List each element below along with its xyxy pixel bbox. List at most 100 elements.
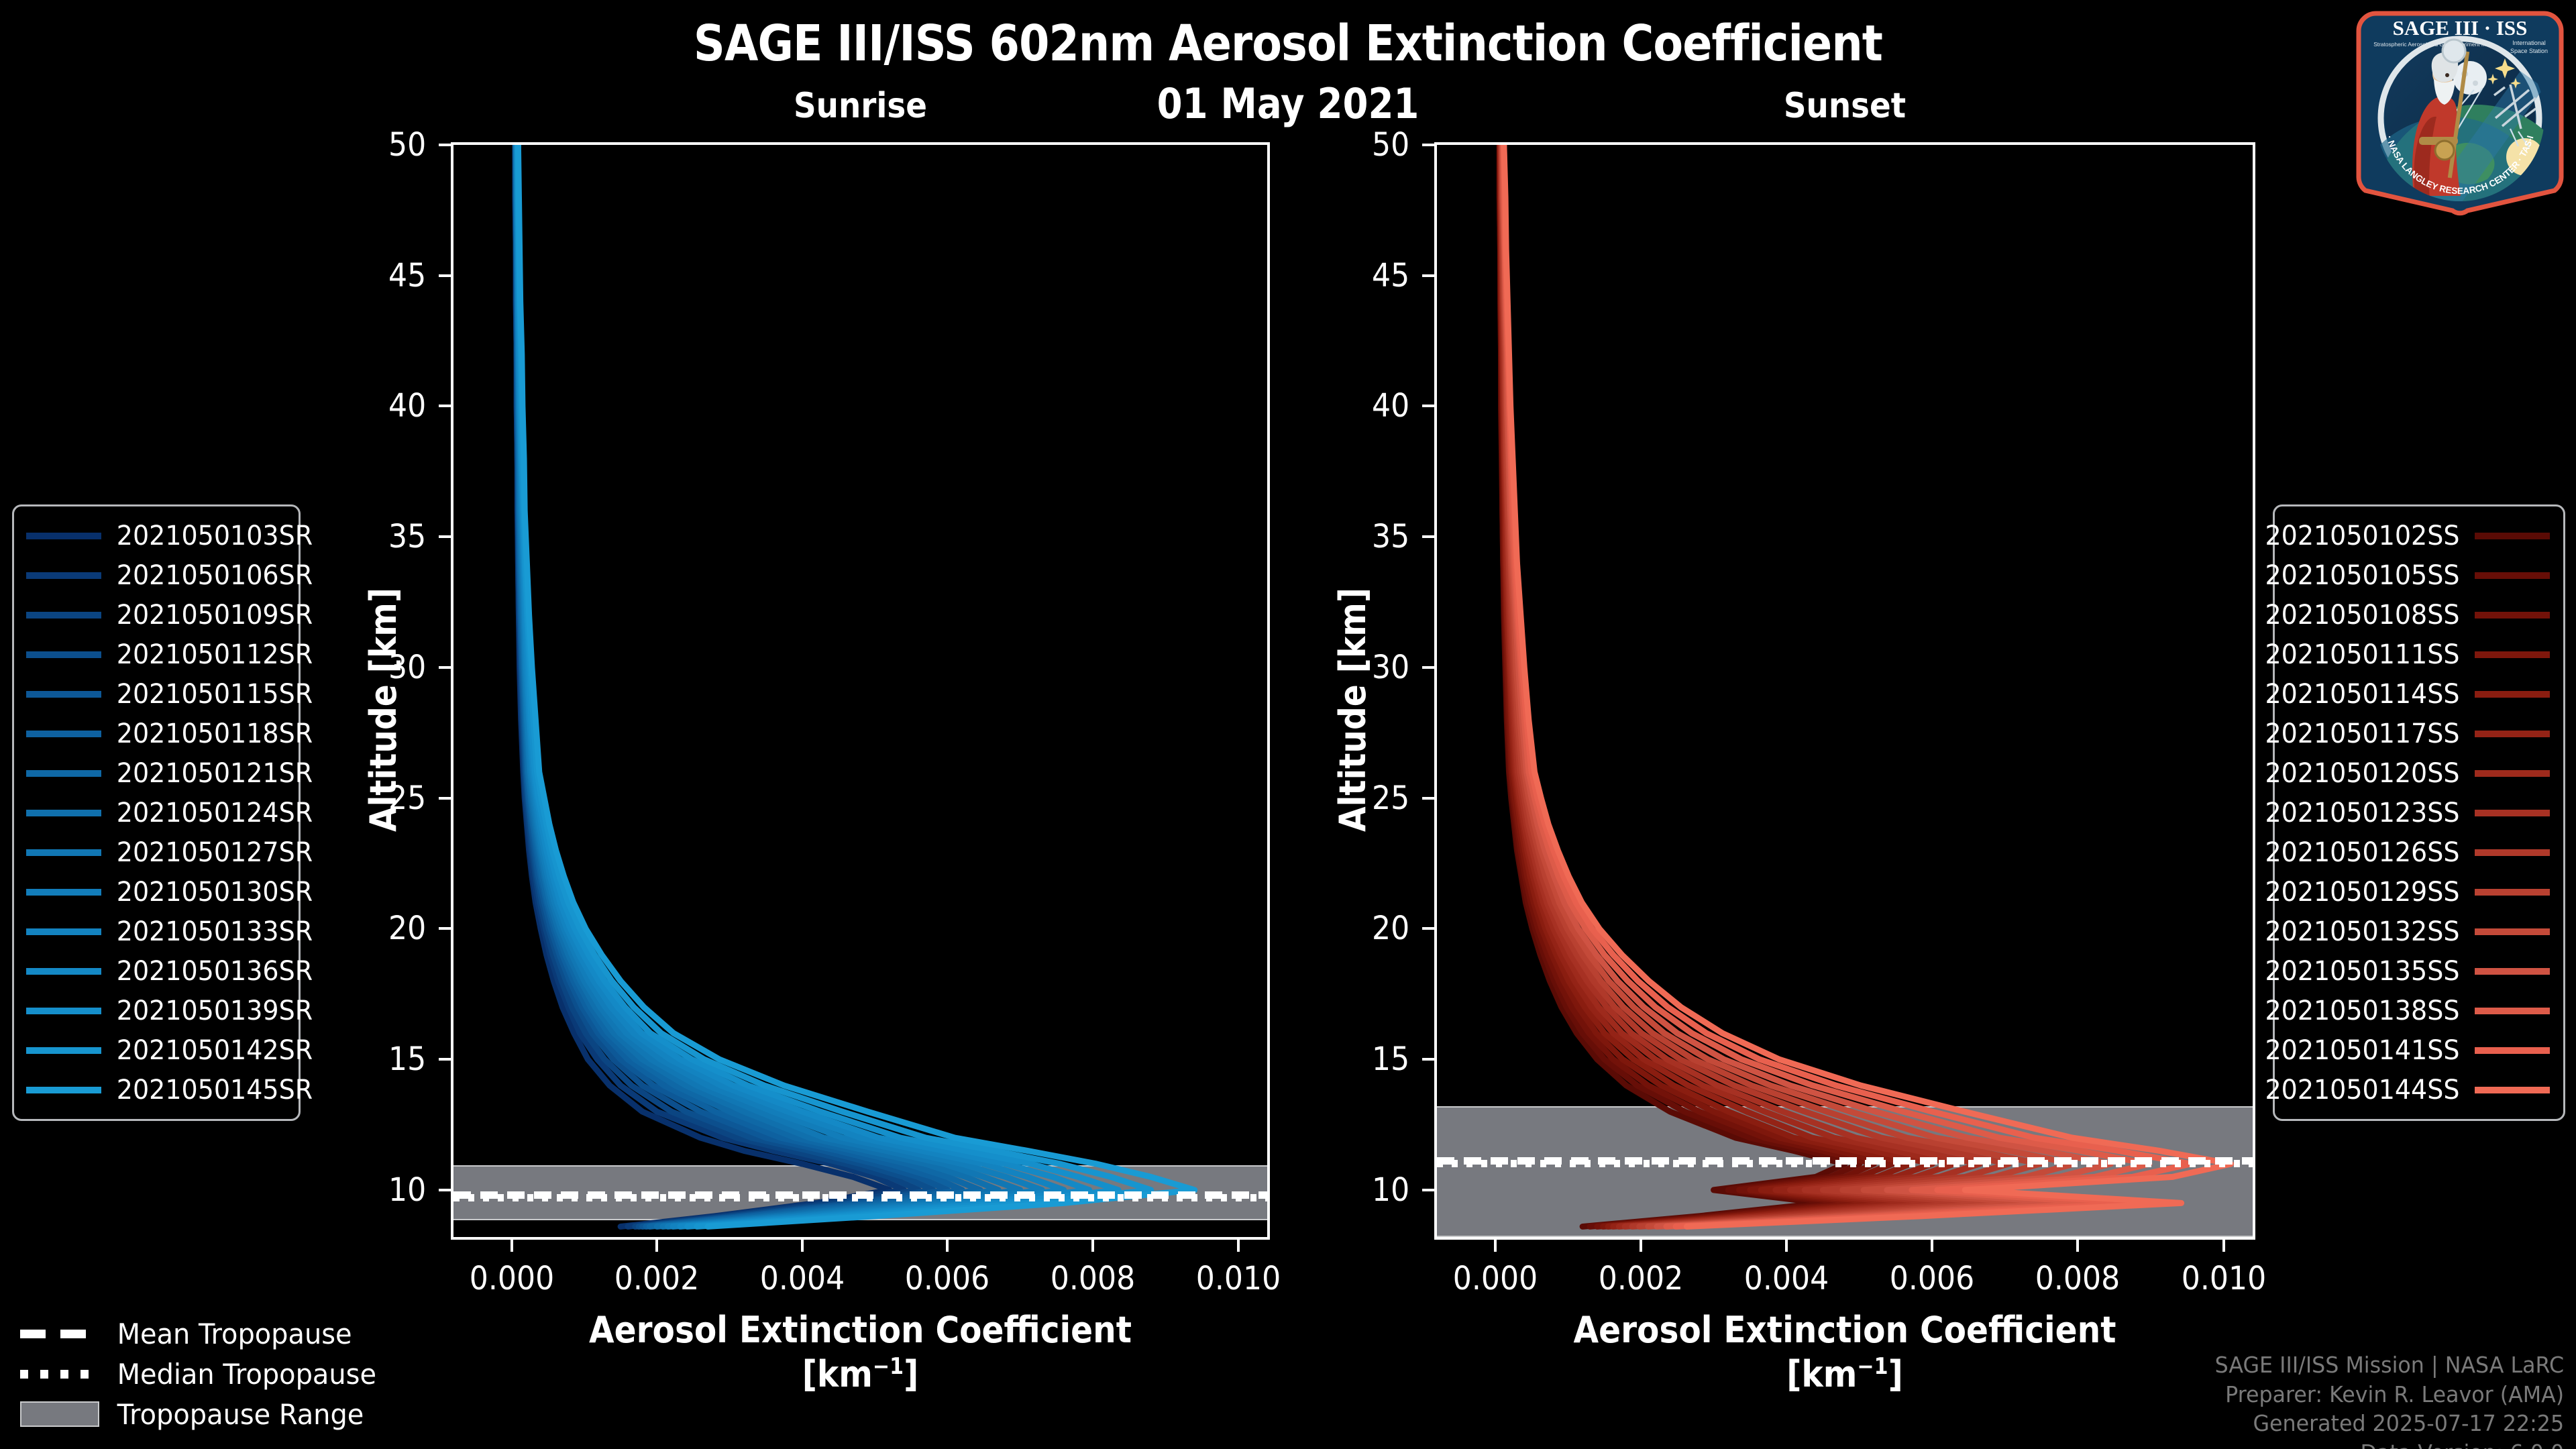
legend-sunrise[interactable]: 2021050103SR 2021050106SR 2021050109SR 2021… [12, 504, 313, 1121]
legend-sunset-item[interactable]: 2021050132SS [2265, 912, 2550, 951]
legend-sunset-swatch [2475, 769, 2550, 777]
y-tick-mark [439, 665, 451, 669]
legend-sunset-item[interactable]: 2021050120SS [2265, 753, 2550, 793]
x-tick-label: 0.000 [1452, 1260, 1538, 1297]
legend-sunrise-item[interactable]: 2021050145SR [26, 1070, 313, 1110]
tropopause-legend-item: Median Tropopause [20, 1354, 436, 1394]
mean-tropopause-line [453, 1191, 1267, 1199]
legend-sunset-swatch [2475, 888, 2550, 896]
legend-sunset[interactable]: 2021050102SS 2021050105SS 2021050108SS 2021… [2265, 504, 2565, 1121]
legend-sunrise-swatch [26, 888, 101, 896]
legend-sunrise-item[interactable]: 2021050103SR [26, 516, 313, 555]
legend-sunrise-label: 2021050121SR [116, 757, 313, 789]
legend-sunset-label: 2021050129SS [2265, 876, 2460, 908]
profile-line [515, 145, 1198, 1230]
legend-sunset-swatch [2475, 532, 2550, 539]
legend-sunset-item[interactable]: 2021050138SS [2265, 991, 2550, 1030]
x-tick-label: 0.008 [1050, 1260, 1136, 1297]
x-axis-title-text-sunset: Aerosol Extinction Coefficient [1573, 1309, 2116, 1351]
y-tick-label: 15 [388, 1040, 427, 1079]
tropopause-legend-dotted-marker [20, 1369, 99, 1379]
legend-sunset-swatch [2475, 651, 2550, 658]
legend-sunset-item[interactable]: 2021050102SS [2265, 516, 2550, 555]
legend-sunrise-swatch [26, 769, 101, 777]
y-tick-mark [1422, 144, 1434, 146]
legend-sunset-item[interactable]: 2021050129SS [2265, 872, 2550, 912]
legend-sunset-item[interactable]: 2021050111SS [2265, 635, 2550, 674]
legend-sunrise-swatch [26, 967, 101, 975]
y-tick-label: 20 [1372, 910, 1410, 948]
panel-title-sunset: Sunset [1783, 86, 1907, 126]
legend-sunrise-swatch [26, 730, 101, 737]
legend-sunset-label: 2021050102SS [2265, 520, 2460, 551]
legend-sunset-item[interactable]: 2021050141SS [2265, 1030, 2550, 1070]
legend-sunset-item[interactable]: 2021050126SS [2265, 833, 2550, 872]
tropopause-legend-dashed-marker [20, 1329, 99, 1338]
credits-line: Preparer: Kevin R. Leavor (AMA) [2225, 1381, 2564, 1407]
tropopause-legend-label: Mean Tropopause [117, 1317, 352, 1350]
legend-sunset-item[interactable]: 2021050117SS [2265, 714, 2550, 753]
legend-sunrise-swatch [26, 532, 101, 539]
star-icon [2510, 78, 2521, 89]
patch-title: SAGE III · ISS [2393, 16, 2528, 40]
legend-sunrise-swatch [26, 611, 101, 619]
legend-sunset-item[interactable]: 2021050114SS [2265, 674, 2550, 714]
x-tick-label: 0.002 [614, 1260, 700, 1297]
legend-sunset-swatch [2475, 809, 2550, 816]
legend-sunrise-item[interactable]: 2021050112SR [26, 635, 313, 674]
legend-sunrise-item[interactable]: 2021050106SR [26, 555, 313, 595]
legend-sunrise-item[interactable]: 2021050142SR [26, 1030, 313, 1070]
mean-tropopause-line [1437, 1157, 2253, 1165]
tropopause-legend-band-marker [20, 1401, 99, 1427]
legend-sunrise-swatch [26, 1046, 101, 1054]
x-tick-mark [2076, 1240, 2080, 1252]
legend-sunrise-swatch [26, 690, 101, 698]
legend-sunrise-item[interactable]: 2021050121SR [26, 753, 313, 793]
legend-sunrise-item[interactable]: 2021050127SR [26, 833, 313, 872]
y-tick-mark [439, 405, 451, 408]
legend-sunset-swatch [2475, 690, 2550, 698]
legend-sunrise-item[interactable]: 2021050136SR [26, 951, 313, 991]
x-tick-label: 0.006 [905, 1260, 990, 1297]
legend-sunset-item[interactable]: 2021050135SS [2265, 951, 2550, 991]
legend-sunset-item[interactable]: 2021050105SS [2265, 555, 2550, 595]
x-tick-label: 0.004 [759, 1260, 845, 1297]
y-tick-mark [1422, 665, 1434, 669]
legend-sunrise-item[interactable]: 2021050139SR [26, 991, 313, 1030]
y-tick-label: 15 [1372, 1040, 1410, 1079]
legend-sunrise-label: 2021050139SR [116, 995, 313, 1026]
legend-sunrise-item[interactable]: 2021050115SR [26, 674, 313, 714]
legend-sunrise-label: 2021050127SR [116, 837, 313, 868]
y-tick-mark [439, 144, 451, 146]
legend-sunset-item[interactable]: 2021050123SS [2265, 793, 2550, 833]
x-tick-label: 0.006 [1890, 1260, 1975, 1297]
legend-sunset-item[interactable]: 2021050108SS [2265, 595, 2550, 635]
y-tick-mark [439, 1188, 451, 1191]
legend-sunset-item[interactable]: 2021050144SS [2265, 1070, 2550, 1110]
legend-sunrise-swatch [26, 809, 101, 816]
y-tick-label: 45 [388, 256, 427, 294]
x-tick-mark [1493, 1240, 1497, 1252]
credits-line: Generated 2025-07-17 22:25 [2253, 1410, 2564, 1437]
date-subtitle: 01 May 2021 [1157, 79, 1419, 128]
legend-sunrise-item[interactable]: 2021050118SR [26, 714, 313, 753]
sage-iii-iss-mission-patch-logo: SAGE III · ISS Stratospheric Aerosol and… [2346, 0, 2571, 219]
x-tick-mark [1640, 1240, 1642, 1252]
legend-sunrise-item[interactable]: 2021050133SR [26, 912, 313, 951]
legend-sunrise-item[interactable]: 2021050130SR [26, 872, 313, 912]
legend-sunrise-label: 2021050106SR [116, 559, 313, 591]
legend-sunrise-item[interactable]: 2021050124SR [26, 793, 313, 833]
y-tick-mark [439, 927, 451, 930]
legend-sunrise-label: 2021050142SR [116, 1034, 313, 1066]
legend-sunrise-label: 2021050115SR [116, 678, 313, 710]
y-tick-mark [1422, 1058, 1434, 1061]
y-tick-label: 50 [1372, 126, 1410, 164]
legend-sunset-label: 2021050105SS [2265, 559, 2460, 591]
tropopause-legend: Mean Tropopause Median Tropopause Tropopau… [20, 1313, 436, 1434]
legend-sunset-swatch [2475, 730, 2550, 737]
legend-sunrise-swatch [26, 1007, 101, 1014]
y-tick-mark [1422, 274, 1434, 277]
legend-sunrise-item[interactable]: 2021050109SR [26, 595, 313, 635]
y-tick-mark [439, 796, 451, 800]
